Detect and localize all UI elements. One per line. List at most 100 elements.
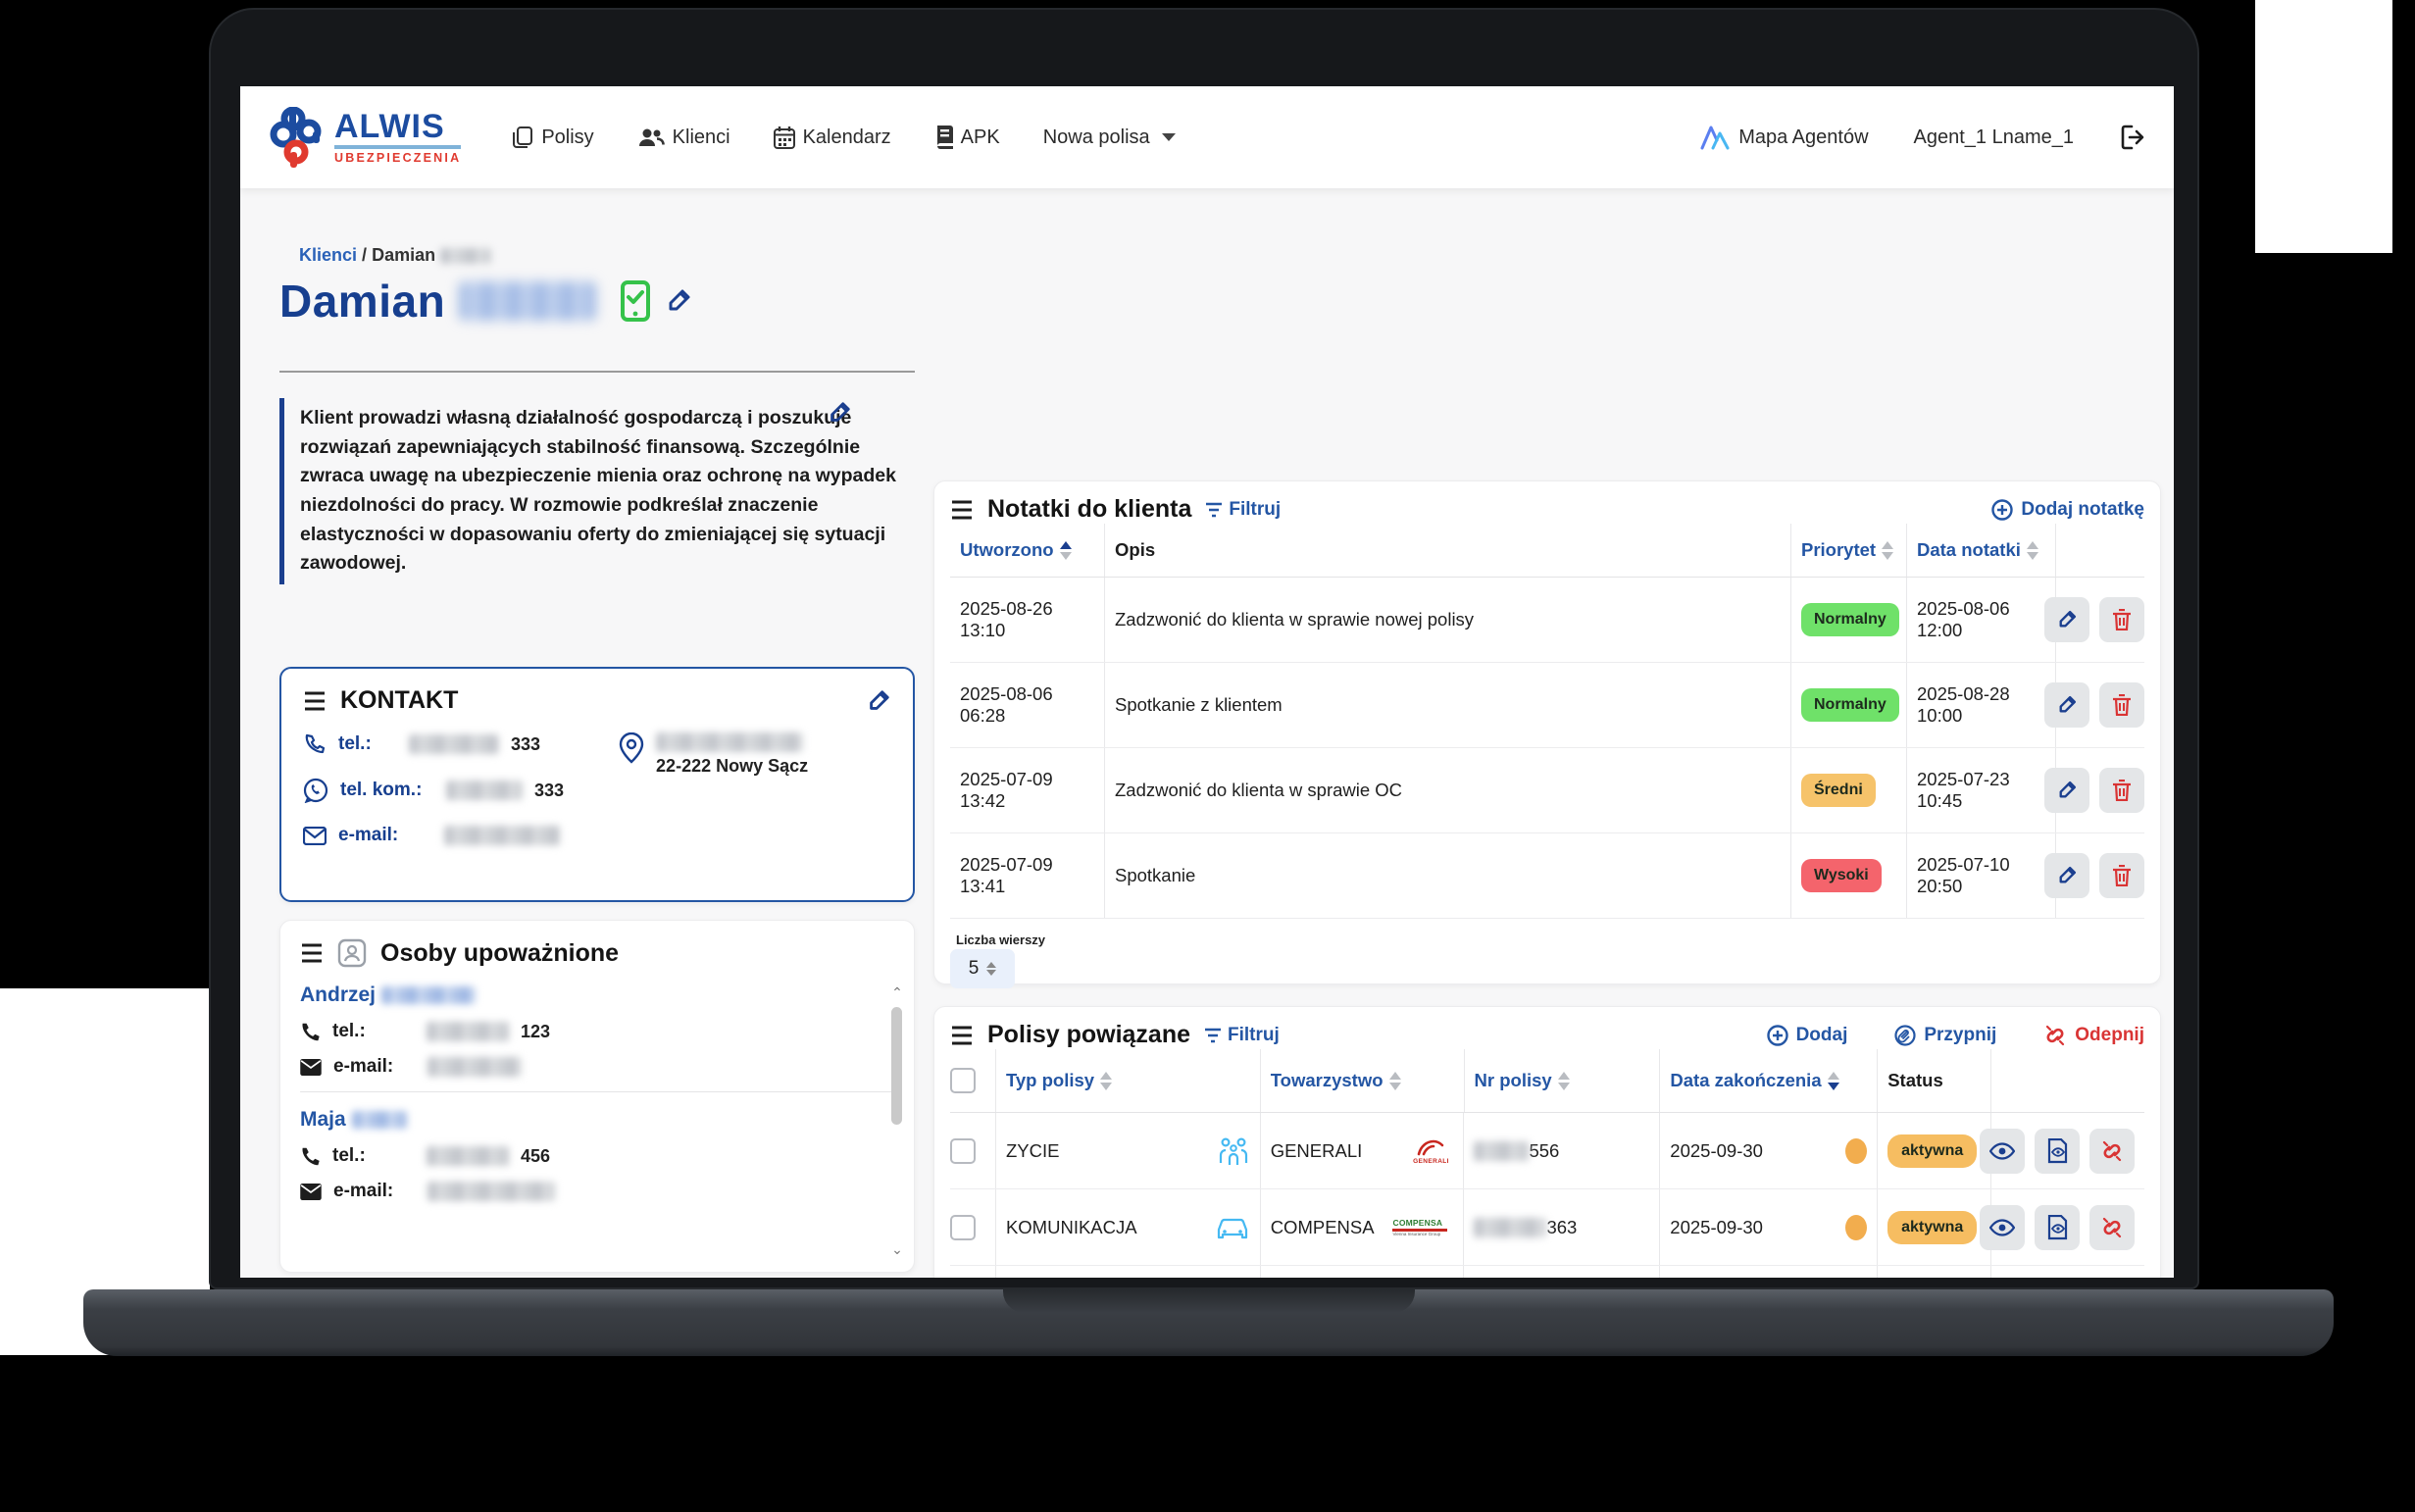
redacted-email — [428, 1057, 522, 1077]
user-menu[interactable]: Agent_1 Lname_1 — [1913, 126, 2074, 148]
policy-end-date: 2025-09-30 — [1670, 1216, 1763, 1237]
drag-handle-icon[interactable] — [950, 500, 974, 520]
polisy-title: Polisy powiązane — [987, 1021, 1191, 1048]
trash-icon — [2113, 609, 2131, 630]
phone-suffix: 333 — [511, 733, 541, 754]
nav-item-polisy[interactable]: Polisy — [512, 126, 594, 149]
edit-note-button[interactable] — [2044, 682, 2089, 728]
map-pin-icon — [619, 732, 644, 764]
note-created: 2025-08-06 06:28 — [950, 663, 1105, 747]
kontakt-title: KONTAKT — [340, 686, 459, 714]
phone-suffix: 123 — [521, 1021, 551, 1041]
whatsapp-icon — [303, 778, 328, 803]
note-row: 2025-08-26 13:10 Zadzwonić do klienta w … — [950, 578, 2144, 663]
authorized-person: Andrzej tel.: 123 e-mail: — [300, 983, 551, 1077]
unlink-policy-button[interactable] — [2089, 1128, 2135, 1174]
add-note-button[interactable]: Dodaj notatkę — [1991, 499, 2144, 521]
scroll-down-icon[interactable]: ⌄ — [891, 1241, 903, 1257]
redacted-email — [428, 1182, 555, 1201]
nav-item-nowa-polisa[interactable]: Nowa polisa — [1043, 126, 1176, 149]
preview-document-button[interactable] — [2035, 1204, 2080, 1250]
top-navbar: ALWIS UBEZPIECZENIA Polisy Klienci Kalen… — [240, 86, 2174, 188]
edit-note-button[interactable] — [2044, 597, 2089, 642]
document-eye-icon — [2047, 1137, 2068, 1163]
nav-item-kalendarz[interactable]: Kalendarz — [773, 126, 891, 149]
agents-map-icon — [1700, 126, 1730, 150]
delete-note-button[interactable] — [2099, 768, 2144, 813]
note-description: Spotkanie z klientem — [1105, 663, 1791, 747]
row-checkbox[interactable] — [950, 1137, 976, 1164]
column-header-towarzystwo[interactable]: Towarzystwo — [1261, 1049, 1465, 1112]
policy-row: KOMUNIKACJA COMPENSA COMPENSA Vienna Ins… — [950, 1189, 2144, 1266]
view-policy-button[interactable] — [1980, 1204, 2025, 1250]
notes-table: Utworzono Opis Priorytet Data notatki — [950, 524, 2144, 919]
edit-note-button[interactable] — [2044, 768, 2089, 813]
nav-item-apk[interactable]: APK — [934, 126, 1000, 149]
filter-policies-button[interactable]: Filtruj — [1204, 1025, 1280, 1046]
rows-count-label: Liczba wierszy — [956, 932, 1046, 947]
delete-note-button[interactable] — [2099, 597, 2144, 642]
column-header-data-notatki[interactable]: Data notatki — [1907, 524, 2056, 577]
rows-count-input[interactable]: 5 — [950, 949, 1015, 988]
redacted-email — [444, 826, 560, 845]
edit-client-icon[interactable] — [665, 287, 692, 315]
column-header-nr-polisy[interactable]: Nr polisy — [1465, 1049, 1661, 1112]
status-dot — [1845, 1137, 1868, 1164]
main-menu: Polisy Klienci Kalendarz APK Nowa polisa — [512, 126, 1176, 149]
scrollbar[interactable]: ⌃ ⌄ — [888, 985, 906, 1258]
kontakt-address: 22-222 Nowy Sącz — [619, 732, 808, 846]
drag-handle-icon[interactable] — [950, 1026, 974, 1045]
kontakt-card: KONTAKT tel.: 333 tel. kom.: 333 — [279, 667, 915, 902]
brand-name: ALWIS — [334, 110, 462, 150]
edit-description-icon[interactable] — [827, 400, 852, 426]
brand-subtitle: UBEZPIECZENIA — [334, 151, 462, 166]
preview-document-button[interactable] — [2035, 1128, 2080, 1174]
note-created: 2025-07-09 13:41 — [950, 833, 1105, 918]
edit-kontakt-icon[interactable] — [866, 688, 891, 714]
envelope-icon — [303, 826, 327, 845]
filter-notes-button[interactable]: Filtruj — [1205, 499, 1281, 521]
policy-number-suffix: 363 — [1546, 1216, 1578, 1237]
trash-icon — [2113, 780, 2131, 801]
drag-handle-icon[interactable] — [303, 691, 327, 711]
filter-icon — [1205, 1028, 1222, 1042]
person-name[interactable]: Andrzej — [300, 983, 377, 1006]
column-header-priorytet[interactable]: Priorytet — [1791, 524, 1907, 577]
nav-item-mapa-agentow[interactable]: Mapa Agentów — [1700, 125, 1869, 150]
breadcrumb-klienci-link[interactable]: Klienci — [299, 245, 358, 265]
select-all-checkbox[interactable] — [950, 1068, 976, 1093]
linked-policies-card: Polisy powiązane Filtruj Dodaj Przypnij … — [933, 1006, 2161, 1278]
kontakt-tel-row: tel.: 333 — [303, 732, 564, 756]
drag-handle-icon[interactable] — [300, 943, 324, 963]
person-name[interactable]: Maja — [300, 1108, 346, 1131]
delete-note-button[interactable] — [2099, 682, 2144, 728]
redacted-surname — [440, 248, 492, 265]
filter-icon — [1206, 502, 1223, 517]
view-policy-button[interactable] — [1980, 1128, 2025, 1174]
trash-icon — [2113, 694, 2131, 716]
pencil-icon — [2059, 866, 2077, 883]
alwis-logo[interactable]: ALWIS UBEZPIECZENIA — [270, 107, 462, 168]
unpin-policy-button[interactable]: Odepnij — [2043, 1025, 2144, 1046]
contact-card-icon — [337, 938, 367, 968]
clients-people-icon — [638, 128, 665, 146]
logout-icon[interactable] — [2119, 125, 2144, 150]
unlink-policy-button[interactable] — [2089, 1204, 2135, 1250]
column-header-typ-polisy[interactable]: Typ polisy — [996, 1049, 1261, 1112]
edit-note-button[interactable] — [2044, 853, 2089, 898]
column-header-data-zakonczenia[interactable]: Data zakończenia — [1660, 1049, 1879, 1112]
broken-link-icon — [2102, 1217, 2122, 1237]
scrollbar-thumb[interactable] — [891, 1007, 902, 1125]
row-checkbox[interactable] — [950, 1214, 976, 1240]
column-header-utworzono[interactable]: Utworzono — [950, 524, 1105, 577]
authorized-persons-card: Osoby upoważnione ⌃ ⌄ Andrzej tel.: 123 — [279, 920, 915, 1273]
kontakt-telkom-row: tel. kom.: 333 — [303, 778, 564, 803]
nav-item-klienci[interactable]: Klienci — [637, 126, 730, 149]
pin-policy-button[interactable]: Przypnij — [1894, 1025, 1996, 1046]
stepper-icon[interactable] — [986, 962, 997, 976]
add-policy-button[interactable]: Dodaj — [1766, 1025, 1847, 1046]
sort-icon — [1557, 1071, 1570, 1090]
scroll-up-icon[interactable]: ⌃ — [891, 984, 903, 1000]
policy-number-suffix: 556 — [1529, 1139, 1560, 1161]
delete-note-button[interactable] — [2099, 853, 2144, 898]
